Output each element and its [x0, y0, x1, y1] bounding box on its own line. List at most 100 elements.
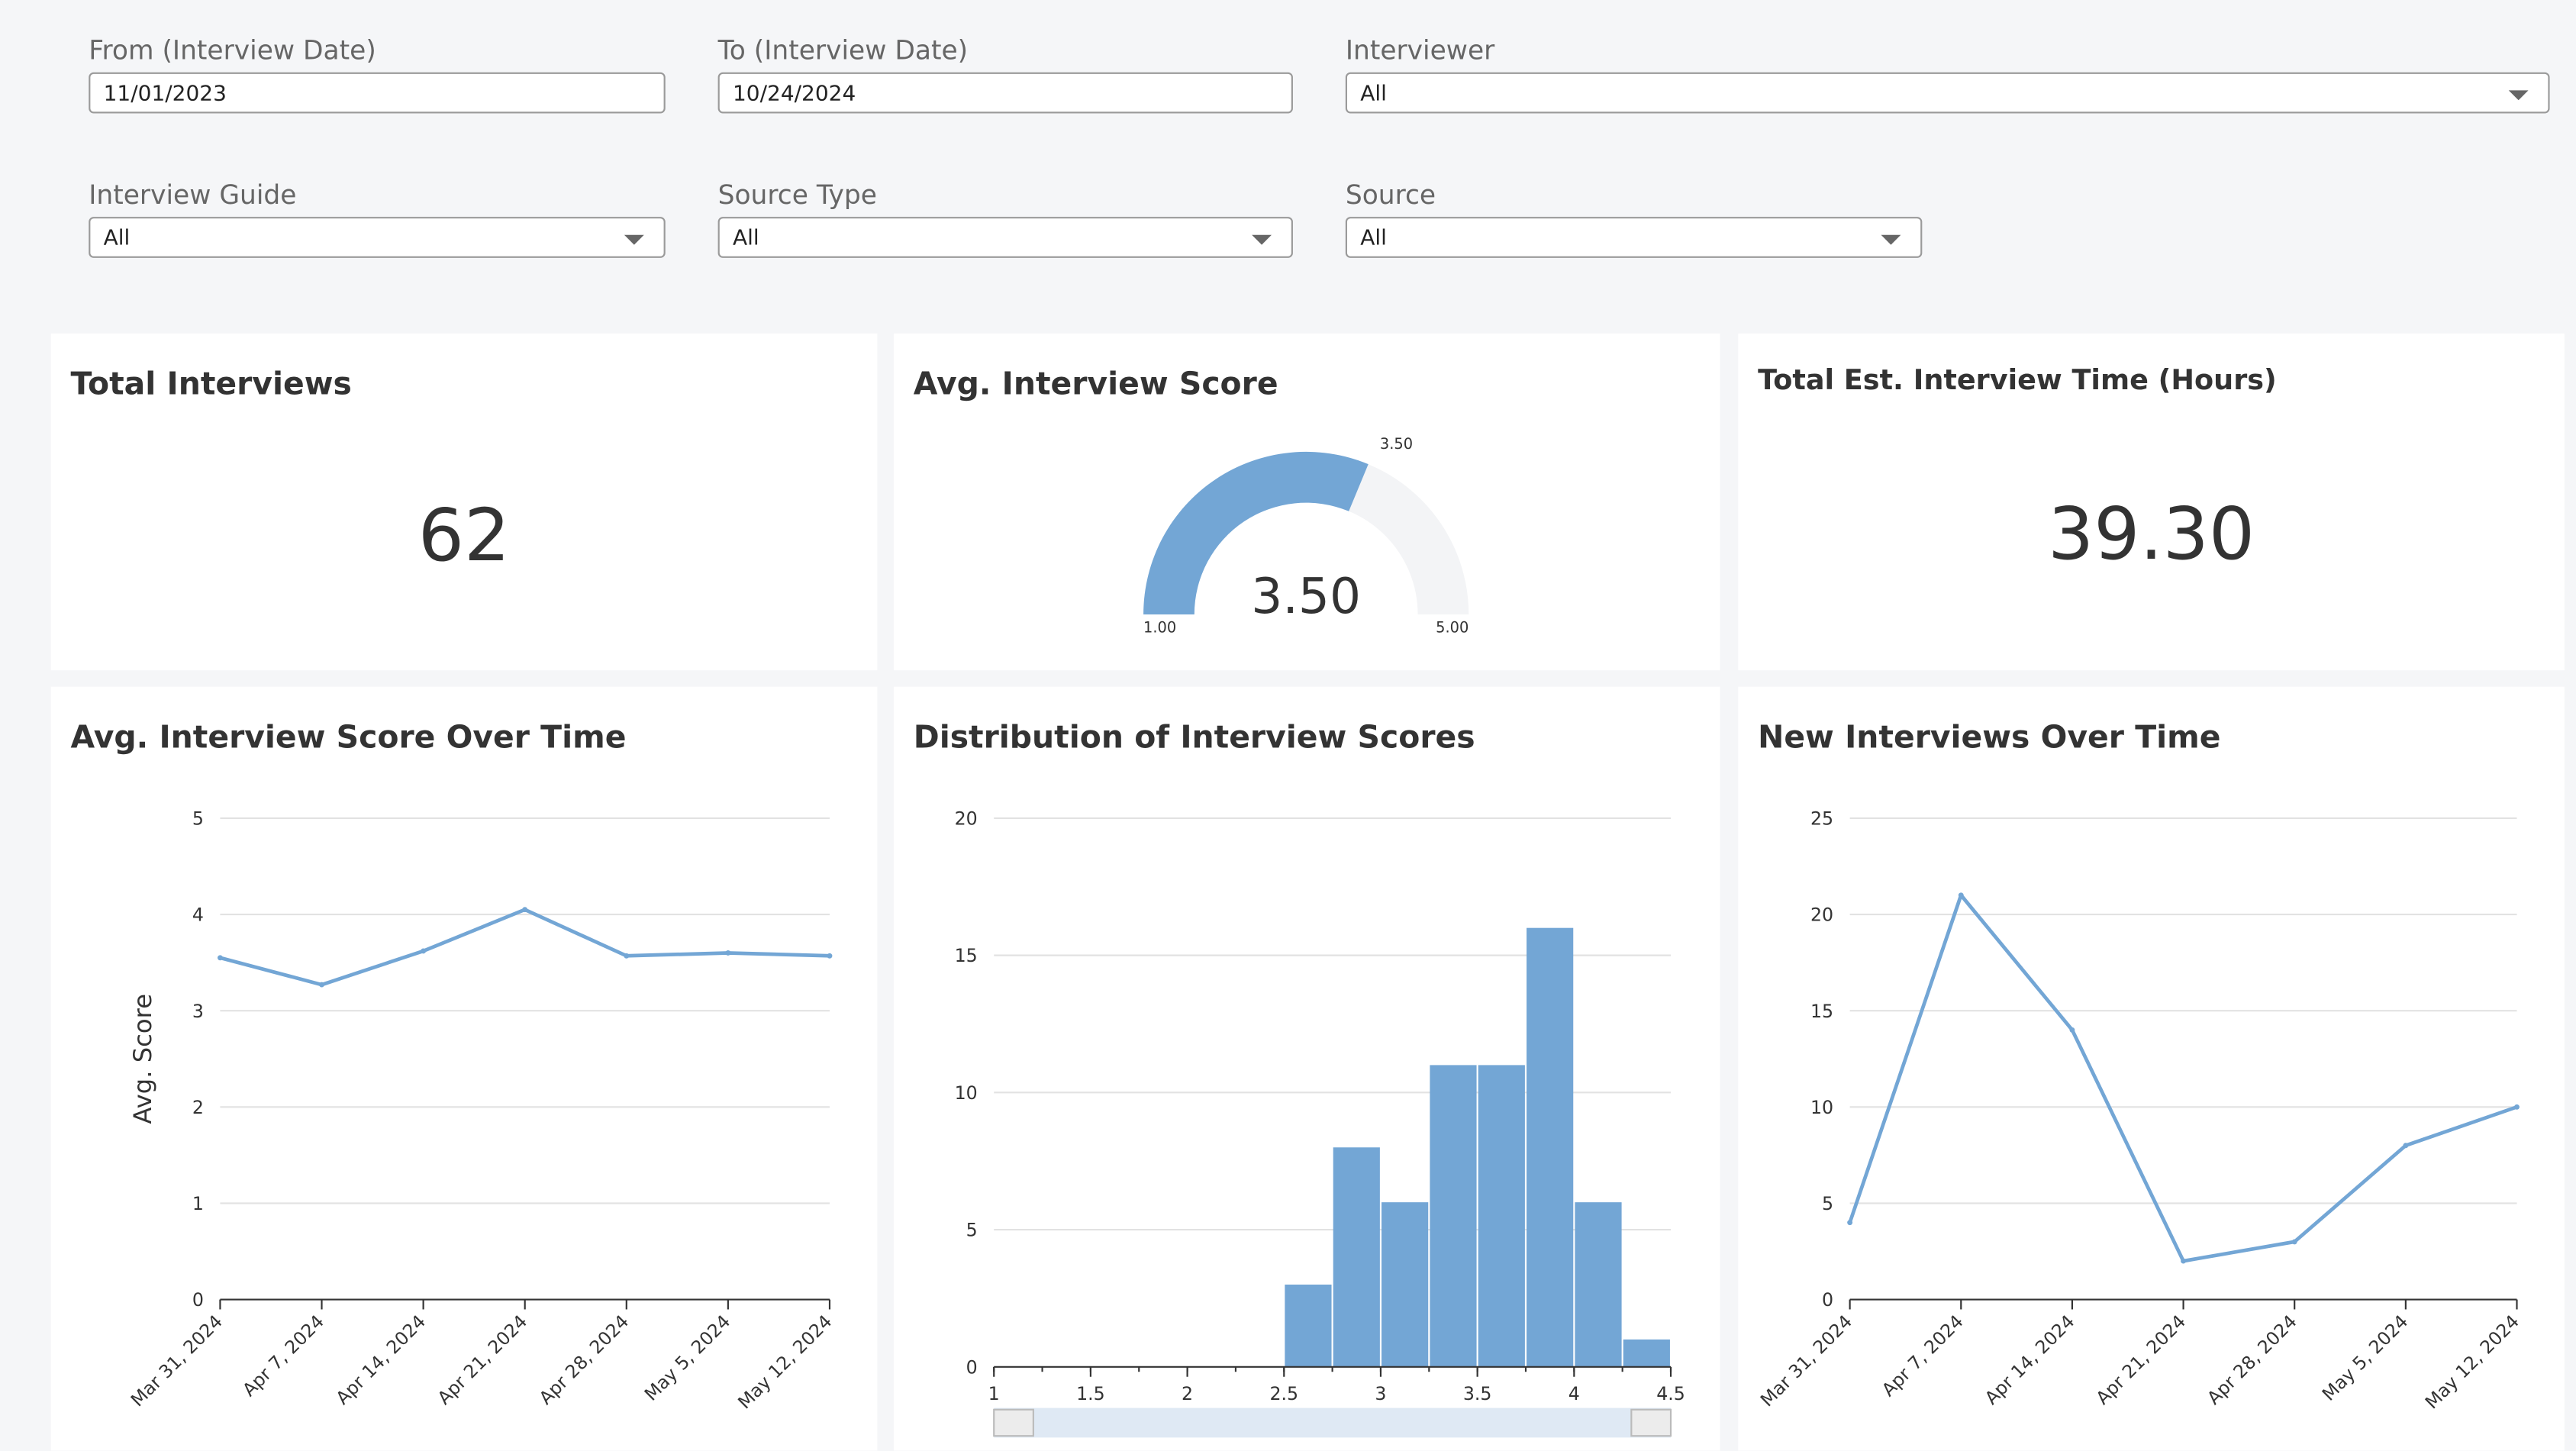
gauge-value-arc — [1143, 451, 1369, 615]
data-point — [2069, 1027, 2075, 1033]
histogram-bar — [1478, 1065, 1525, 1367]
histogram-bar — [1430, 1065, 1477, 1367]
data-point — [421, 948, 427, 954]
avg-score-over-time-card: Avg. Interview Score Over Time 0 1 2 3 4 5 Mar… — [50, 686, 878, 1451]
avg-score-over-time-title: Avg. Interview Score Over Time — [70, 719, 627, 756]
series-line — [219, 908, 830, 987]
zoom-slider-left-handle — [993, 1408, 1034, 1437]
from-date-label: From (Interview Date) — [89, 34, 376, 66]
y-tick-label: 5 — [192, 808, 204, 830]
source-select[interactable]: All — [1345, 217, 1923, 258]
x-tick-label: 4.5 — [1656, 1383, 1685, 1404]
score-distribution-title: Distribution of Interview Scores — [913, 719, 1475, 756]
y-tick-label: 0 — [966, 1356, 978, 1378]
gauge-max-label: 5.00 — [1436, 619, 1469, 637]
interview-guide-select[interactable]: All — [89, 217, 666, 258]
histogram-bar — [1527, 927, 1574, 1367]
histogram-bar — [1623, 1339, 1670, 1367]
x-tick-label: May 12, 2024 — [733, 1311, 836, 1413]
data-point — [2403, 1143, 2409, 1149]
data-point — [725, 950, 731, 956]
y-tick-label: 20 — [1810, 904, 1833, 926]
total-time-value: 39.30 — [2048, 492, 2255, 577]
x-tick-label: Mar 31, 2024 — [127, 1311, 227, 1411]
data-point — [217, 955, 223, 961]
data-point — [1958, 892, 1964, 898]
data-point — [2514, 1104, 2520, 1110]
interview-guide-label: Interview Guide — [89, 179, 297, 211]
x-tick-label: 3.5 — [1463, 1383, 1492, 1404]
to-date-input[interactable]: 10/24/2024 — [717, 72, 1293, 114]
data-point — [2181, 1258, 2187, 1264]
to-date-label: To (Interview Date) — [717, 34, 969, 66]
data-point — [2291, 1239, 2297, 1245]
gauge-marker-label: 3.50 — [1380, 435, 1413, 453]
y-tick-label: 25 — [1810, 808, 1833, 830]
x-tick-label: Apr 21, 2024 — [2092, 1311, 2191, 1409]
interviewer-select[interactable]: All — [1345, 72, 2550, 114]
y-tick-label: 0 — [1822, 1289, 1833, 1311]
histogram-bar — [1381, 1202, 1429, 1367]
x-tick-label: Mar 31, 2024 — [1756, 1311, 1856, 1411]
x-tick-label: 4 — [1568, 1383, 1580, 1404]
total-time-card: Total Est. Interview Time (Hours) 39.30 — [1738, 333, 2565, 671]
source-type-value: All — [732, 227, 759, 252]
x-tick-label: Apr 28, 2024 — [2203, 1311, 2301, 1409]
interview-guide-filter: Interview Guide All — [89, 179, 666, 258]
data-point — [522, 907, 528, 913]
x-tick-label: May 5, 2024 — [640, 1311, 735, 1405]
y-axis-label: Avg. Score — [128, 994, 157, 1124]
x-tick-label: Apr 21, 2024 — [434, 1311, 532, 1409]
zoom-slider-track — [994, 1407, 1672, 1438]
x-tick-label: 2.5 — [1269, 1383, 1298, 1404]
source-type-select[interactable]: All — [717, 217, 1293, 258]
total-interviews-card: Total Interviews 62 — [50, 333, 878, 671]
data-point — [624, 953, 630, 959]
interviewer-filter: Interviewer All — [1345, 34, 2550, 114]
gauge-min-label: 1.00 — [1143, 619, 1176, 637]
x-tick-label: May 12, 2024 — [2421, 1311, 2523, 1413]
x-tick-label: Apr 28, 2024 — [535, 1311, 634, 1409]
y-tick-label: 3 — [192, 1001, 204, 1022]
x-tick-label: Apr 7, 2024 — [238, 1311, 328, 1401]
y-tick-label: 10 — [955, 1082, 978, 1104]
data-point — [827, 953, 833, 959]
source-type-filter: Source Type All — [717, 179, 1293, 258]
data-point — [1847, 1220, 1853, 1226]
x-tick-label: 2 — [1182, 1383, 1193, 1404]
interviewer-value: All — [1360, 82, 1387, 107]
score-distribution-card: Distribution of Interview Scores 0 5 10 15 2… — [893, 686, 1720, 1451]
total-interviews-title: Total Interviews — [70, 366, 352, 403]
avg-score-card: Avg. Interview Score 3.50 1.00 5.00 3.50 — [893, 333, 1720, 671]
new-interviews-chart: 0 5 10 15 20 25 Mar 31, 2024 Apr 7, 2024 Apr 14,… — [1756, 808, 2523, 1414]
y-tick-label: 10 — [1810, 1097, 1833, 1118]
data-point — [319, 982, 324, 988]
from-date-filter: From (Interview Date) 11/01/2023 — [89, 34, 666, 114]
new-interviews-card: New Interviews Over Time 0 5 10 15 20 25 Mar 3… — [1738, 686, 2565, 1451]
avg-score-title: Avg. Interview Score — [913, 366, 1278, 403]
x-tick-label: Apr 7, 2024 — [1878, 1311, 1968, 1401]
x-tick-label: 3 — [1375, 1383, 1386, 1404]
score-distribution-chart: 0 5 10 15 20 1 1.5 2 2.5 3 3.5 4 4.5 — [955, 808, 1685, 1438]
x-tick-label: 1 — [988, 1383, 1000, 1404]
y-tick-label: 5 — [1822, 1193, 1833, 1214]
y-tick-label: 15 — [955, 945, 978, 966]
y-tick-label: 0 — [192, 1289, 204, 1311]
y-tick-label: 5 — [966, 1220, 978, 1241]
y-tick-label: 2 — [192, 1097, 204, 1118]
source-filter: Source All — [1345, 180, 1923, 258]
new-interviews-title: New Interviews Over Time — [1758, 719, 2221, 756]
x-tick-label: Apr 14, 2024 — [332, 1311, 430, 1409]
from-date-input[interactable]: 11/01/2023 — [89, 72, 666, 114]
avg-score-gauge: 3.50 1.00 5.00 3.50 — [1143, 435, 1469, 637]
avg-score-over-time-chart: 0 1 2 3 4 5 Mar 31, 2024 Apr 7, 2024 Apr 14, 202… — [127, 808, 837, 1414]
y-tick-label: 1 — [192, 1193, 204, 1214]
total-time-title: Total Est. Interview Time (Hours) — [1758, 364, 2277, 398]
x-tick-label: Apr 14, 2024 — [1981, 1311, 2079, 1409]
interviewer-label: Interviewer — [1345, 34, 1495, 66]
chevron-down-icon — [1881, 234, 1901, 245]
source-value: All — [1360, 227, 1387, 252]
y-tick-label: 20 — [955, 808, 978, 830]
source-type-label: Source Type — [717, 179, 877, 211]
